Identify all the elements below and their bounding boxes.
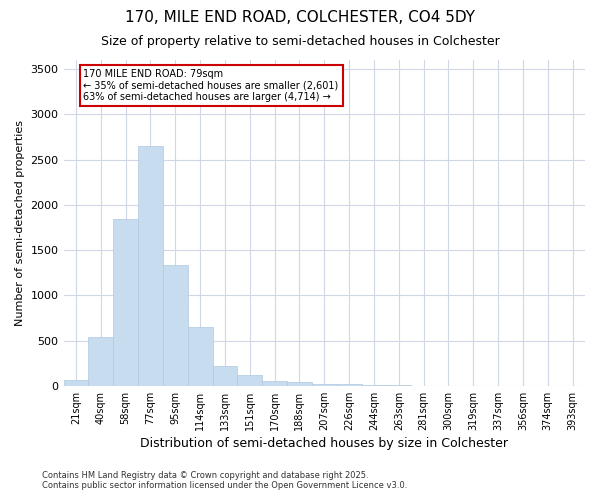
Bar (362, 385, 386, 386)
Bar (287, 382, 312, 386)
Bar (262, 381, 287, 386)
Text: Contains HM Land Registry data © Crown copyright and database right 2025.
Contai: Contains HM Land Registry data © Crown c… (42, 470, 407, 490)
Text: Size of property relative to semi-detached houses in Colchester: Size of property relative to semi-detach… (101, 35, 499, 48)
Bar (163, 264, 188, 386)
Y-axis label: Number of semi-detached properties: Number of semi-detached properties (15, 120, 25, 326)
Bar (138, 146, 163, 386)
Bar (212, 366, 238, 386)
Bar (337, 384, 362, 386)
Bar (188, 327, 212, 386)
Text: 170, MILE END ROAD, COLCHESTER, CO4 5DY: 170, MILE END ROAD, COLCHESTER, CO4 5DY (125, 10, 475, 25)
Bar (64, 380, 88, 386)
Bar (88, 337, 113, 386)
Text: 170 MILE END ROAD: 79sqm
← 35% of semi-detached houses are smaller (2,601)
63% o: 170 MILE END ROAD: 79sqm ← 35% of semi-d… (83, 69, 338, 102)
Bar (113, 220, 138, 386)
Bar (238, 376, 262, 386)
Bar (312, 384, 337, 386)
X-axis label: Distribution of semi-detached houses by size in Colchester: Distribution of semi-detached houses by … (140, 437, 508, 450)
